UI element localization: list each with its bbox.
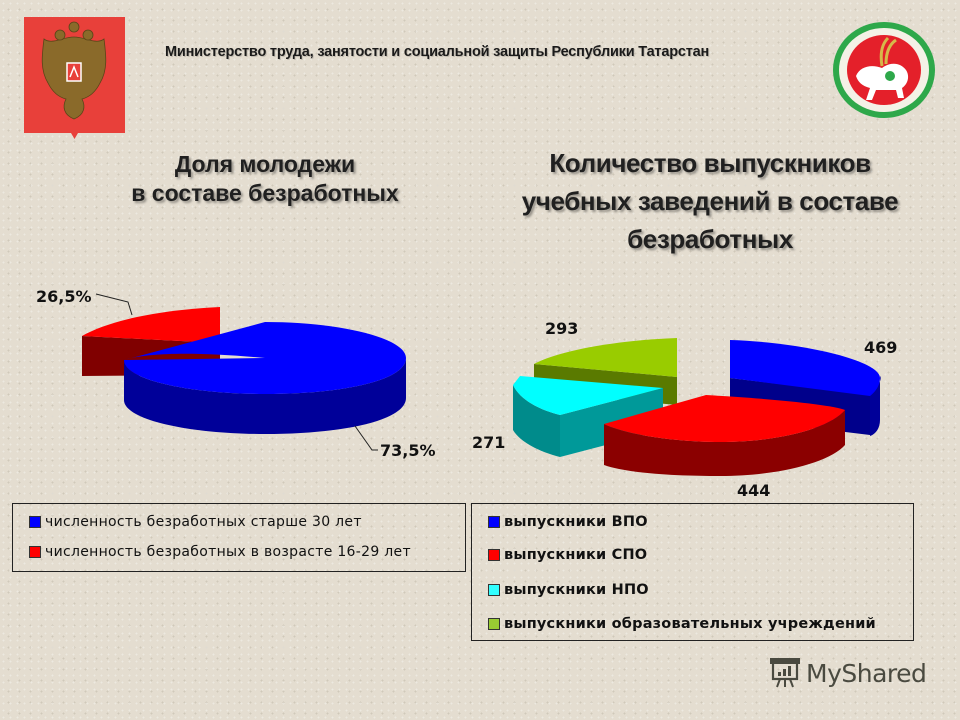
- left-chart-legend: численность безработных старше 30 лет чи…: [12, 503, 466, 572]
- left-title-line1: Доля молодежи: [174, 151, 356, 177]
- legend-item-youth: численность безработных в возрасте 16-29…: [29, 544, 411, 560]
- legend-swatch-red: [488, 549, 500, 561]
- legend-label: численность безработных старше 30 лет: [45, 514, 362, 530]
- tatarstan-emblem-icon: [833, 22, 935, 118]
- legend-label: выпускники СПО: [504, 547, 648, 563]
- right-chart-title: Количество выпускников учебных заведений…: [480, 144, 940, 258]
- legend-swatch-blue: [488, 516, 500, 528]
- pie-slice-spo: [604, 395, 845, 476]
- russia-coat-of-arms: [22, 15, 127, 140]
- right-pie-chart: [460, 300, 960, 500]
- pie-slice-over30: [124, 322, 406, 434]
- left-pie-chart: [0, 260, 470, 480]
- legend-swatch-red: [29, 546, 41, 558]
- right-title-line3: безработных: [627, 224, 793, 254]
- watermark-text: MyShared: [806, 658, 927, 688]
- russia-emblem-icon: [24, 17, 125, 139]
- legend-label: выпускники ВПО: [504, 514, 648, 530]
- data-label-youth: 26,5%: [36, 287, 92, 306]
- leader-line-blue: [354, 425, 378, 451]
- ministry-title: Министерство труда, занятости и социальн…: [165, 44, 710, 60]
- left-chart-title: Доля молодежи в составе безработных: [70, 150, 460, 208]
- leader-line-red: [95, 293, 133, 316]
- legend-item-vpo: выпускники ВПО: [488, 514, 648, 530]
- myshared-watermark[interactable]: MyShared: [768, 656, 927, 690]
- legend-item-spo: выпускники СПО: [488, 547, 647, 563]
- legend-item-npo: выпускники НПО: [488, 582, 649, 598]
- data-label-npo: 271: [472, 433, 506, 452]
- right-title-line1: Количество выпускников: [549, 148, 871, 178]
- right-title-line2: учебных заведений в составе: [521, 186, 899, 216]
- right-chart-legend: выпускники ВПО выпускники СПО выпускники…: [471, 503, 914, 641]
- presentation-board-icon: [770, 658, 800, 688]
- legend-label: численность безработных в возрасте 16-29…: [45, 544, 411, 560]
- legend-item-over30: численность безработных старше 30 лет: [29, 514, 362, 530]
- legend-swatch-blue: [29, 516, 41, 528]
- data-label-over30: 73,5%: [380, 441, 436, 460]
- legend-label: выпускники НПО: [504, 582, 649, 598]
- legend-swatch-cyan: [488, 584, 500, 596]
- legend-label: выпускники образовательных учреждений: [504, 616, 876, 632]
- data-label-edu-institutions: 293: [545, 319, 579, 338]
- legend-item-edu-institutions: выпускники образовательных учреждений: [488, 616, 876, 632]
- data-label-spo: 444: [737, 481, 771, 500]
- tatarstan-coat-of-arms: [830, 18, 938, 120]
- legend-swatch-green: [488, 618, 500, 630]
- data-label-vpo: 469: [864, 338, 898, 357]
- left-title-line2: в составе безработных: [131, 180, 399, 206]
